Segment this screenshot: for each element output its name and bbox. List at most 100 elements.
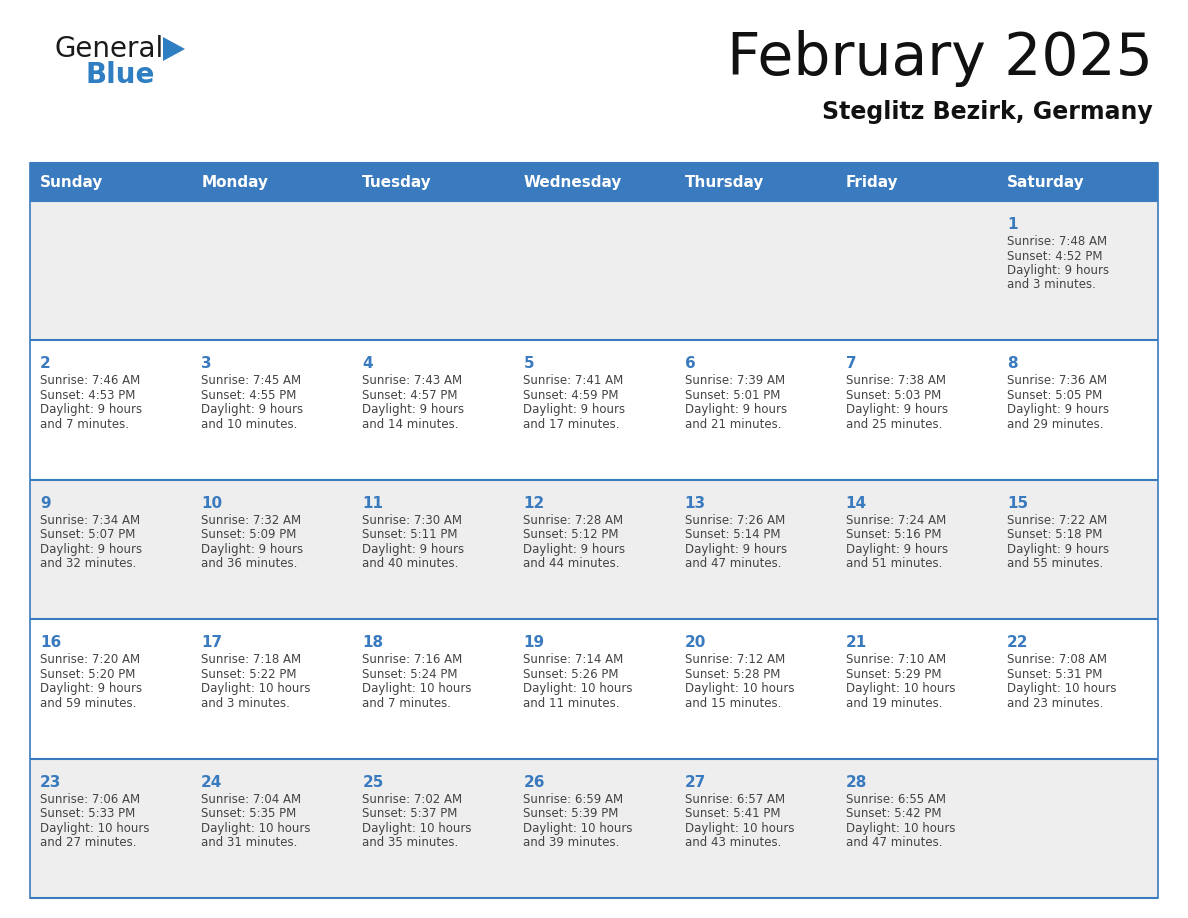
Bar [30,163,1158,201]
Text: Sunrise: 7:06 AM: Sunrise: 7:06 AM [40,792,140,806]
Text: Sunset: 4:57 PM: Sunset: 4:57 PM [362,389,457,402]
Text: Thursday: Thursday [684,174,764,189]
Text: Sunset: 5:16 PM: Sunset: 5:16 PM [846,528,941,542]
Text: Daylight: 9 hours: Daylight: 9 hours [524,543,626,555]
Text: Daylight: 9 hours: Daylight: 9 hours [362,543,465,555]
Text: Sunset: 5:41 PM: Sunset: 5:41 PM [684,807,781,820]
Text: 14: 14 [846,496,867,510]
Text: Sunset: 5:01 PM: Sunset: 5:01 PM [684,389,781,402]
Text: 28: 28 [846,775,867,789]
Text: 22: 22 [1007,635,1029,650]
Text: 7: 7 [846,356,857,372]
Text: 21: 21 [846,635,867,650]
Text: and 32 minutes.: and 32 minutes. [40,557,137,570]
Text: 13: 13 [684,496,706,510]
Text: Sunset: 5:31 PM: Sunset: 5:31 PM [1007,667,1102,681]
Text: Sunset: 5:35 PM: Sunset: 5:35 PM [201,807,296,820]
Text: Daylight: 9 hours: Daylight: 9 hours [1007,264,1108,277]
Text: 19: 19 [524,635,544,650]
Text: Daylight: 10 hours: Daylight: 10 hours [684,682,794,695]
Text: and 35 minutes.: and 35 minutes. [362,836,459,849]
Text: and 10 minutes.: and 10 minutes. [201,418,297,431]
Text: Daylight: 9 hours: Daylight: 9 hours [684,403,786,417]
Text: Sunrise: 7:22 AM: Sunrise: 7:22 AM [1007,514,1107,527]
Text: Daylight: 10 hours: Daylight: 10 hours [684,822,794,834]
Text: Sunset: 5:14 PM: Sunset: 5:14 PM [684,528,781,542]
Text: Sunday: Sunday [40,174,103,189]
Text: 3: 3 [201,356,211,372]
Text: and 44 minutes.: and 44 minutes. [524,557,620,570]
Text: Sunset: 5:26 PM: Sunset: 5:26 PM [524,667,619,681]
Text: Sunset: 5:12 PM: Sunset: 5:12 PM [524,528,619,542]
Text: Sunrise: 7:08 AM: Sunrise: 7:08 AM [1007,654,1107,666]
Text: 16: 16 [40,635,62,650]
Text: Sunset: 5:11 PM: Sunset: 5:11 PM [362,528,457,542]
Text: Sunrise: 7:18 AM: Sunrise: 7:18 AM [201,654,302,666]
Text: Sunrise: 7:20 AM: Sunrise: 7:20 AM [40,654,140,666]
Text: Sunrise: 7:43 AM: Sunrise: 7:43 AM [362,375,462,387]
Text: and 3 minutes.: and 3 minutes. [201,697,290,710]
Text: 2: 2 [40,356,51,372]
Text: Daylight: 9 hours: Daylight: 9 hours [40,403,143,417]
Text: Sunrise: 7:10 AM: Sunrise: 7:10 AM [846,654,946,666]
Text: Blue: Blue [86,61,154,89]
Polygon shape [163,37,185,61]
Text: Sunrise: 7:04 AM: Sunrise: 7:04 AM [201,792,302,806]
Text: Daylight: 9 hours: Daylight: 9 hours [40,682,143,695]
Text: and 29 minutes.: and 29 minutes. [1007,418,1104,431]
Text: and 59 minutes.: and 59 minutes. [40,697,137,710]
Text: and 27 minutes.: and 27 minutes. [40,836,137,849]
Text: Sunset: 5:09 PM: Sunset: 5:09 PM [201,528,297,542]
Text: Sunset: 5:18 PM: Sunset: 5:18 PM [1007,528,1102,542]
Text: and 47 minutes.: and 47 minutes. [846,836,942,849]
Text: Sunrise: 7:02 AM: Sunrise: 7:02 AM [362,792,462,806]
Text: and 51 minutes.: and 51 minutes. [846,557,942,570]
Text: Sunset: 5:37 PM: Sunset: 5:37 PM [362,807,457,820]
Text: Steglitz Bezirk, Germany: Steglitz Bezirk, Germany [822,100,1154,124]
Text: Daylight: 10 hours: Daylight: 10 hours [524,822,633,834]
Text: 4: 4 [362,356,373,372]
Text: Daylight: 10 hours: Daylight: 10 hours [846,822,955,834]
Text: General: General [55,35,164,63]
Text: and 21 minutes.: and 21 minutes. [684,418,781,431]
Text: 23: 23 [40,775,62,789]
Text: Sunrise: 7:46 AM: Sunrise: 7:46 AM [40,375,140,387]
Text: Sunset: 4:53 PM: Sunset: 4:53 PM [40,389,135,402]
Text: and 43 minutes.: and 43 minutes. [684,836,781,849]
Text: Daylight: 10 hours: Daylight: 10 hours [40,822,150,834]
Text: Sunset: 4:55 PM: Sunset: 4:55 PM [201,389,297,402]
Text: and 3 minutes.: and 3 minutes. [1007,278,1095,292]
Text: and 39 minutes.: and 39 minutes. [524,836,620,849]
Text: 20: 20 [684,635,706,650]
Text: Sunset: 5:29 PM: Sunset: 5:29 PM [846,667,941,681]
Text: 12: 12 [524,496,544,510]
Bar [30,201,1158,341]
Text: Daylight: 9 hours: Daylight: 9 hours [362,403,465,417]
Text: 15: 15 [1007,496,1028,510]
Text: and 19 minutes.: and 19 minutes. [846,697,942,710]
Text: and 47 minutes.: and 47 minutes. [684,557,781,570]
Text: and 7 minutes.: and 7 minutes. [40,418,129,431]
Text: 24: 24 [201,775,222,789]
Text: 6: 6 [684,356,695,372]
Text: and 15 minutes.: and 15 minutes. [684,697,781,710]
Text: Sunset: 5:42 PM: Sunset: 5:42 PM [846,807,941,820]
Bar [30,620,1158,758]
Text: Sunrise: 7:38 AM: Sunrise: 7:38 AM [846,375,946,387]
Text: and 23 minutes.: and 23 minutes. [1007,697,1104,710]
Bar [30,480,1158,620]
Text: Daylight: 9 hours: Daylight: 9 hours [40,543,143,555]
Text: Daylight: 10 hours: Daylight: 10 hours [1007,682,1117,695]
Text: 11: 11 [362,496,384,510]
Text: Daylight: 10 hours: Daylight: 10 hours [201,682,310,695]
Text: Sunrise: 7:24 AM: Sunrise: 7:24 AM [846,514,946,527]
Text: and 55 minutes.: and 55 minutes. [1007,557,1104,570]
Text: Sunrise: 7:39 AM: Sunrise: 7:39 AM [684,375,785,387]
Text: Monday: Monday [201,174,268,189]
Text: Friday: Friday [846,174,898,189]
Text: Sunset: 5:20 PM: Sunset: 5:20 PM [40,667,135,681]
Text: 8: 8 [1007,356,1017,372]
Text: and 7 minutes.: and 7 minutes. [362,697,451,710]
Text: and 31 minutes.: and 31 minutes. [201,836,297,849]
Text: and 17 minutes.: and 17 minutes. [524,418,620,431]
